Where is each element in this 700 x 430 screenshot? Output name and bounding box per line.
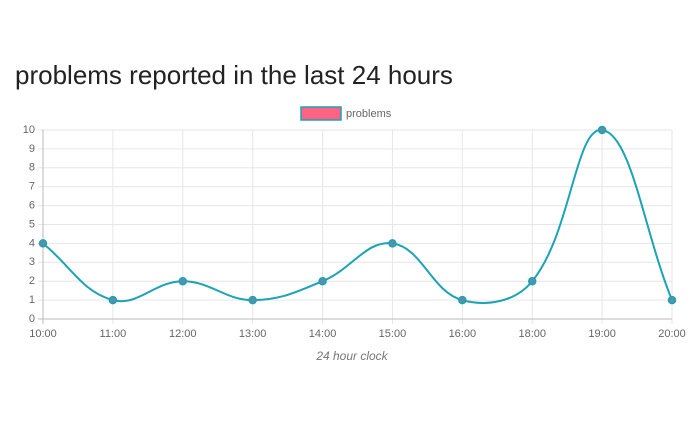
point bbox=[248, 295, 257, 305]
x-tick-label: 14:00 bbox=[309, 328, 337, 340]
x-axis-label: 24 hour clock bbox=[315, 349, 388, 363]
y-tick-label: 4 bbox=[29, 237, 35, 249]
point bbox=[527, 276, 537, 286]
x-tick-label: 12:00 bbox=[169, 328, 197, 340]
point bbox=[458, 295, 467, 305]
chart-title: problems reported in the last 24 hours bbox=[15, 60, 453, 90]
y-tick-label: 5 bbox=[29, 218, 35, 230]
y-tick-label: 3 bbox=[29, 256, 35, 268]
x-tick-label: 20:00 bbox=[658, 328, 686, 340]
line bbox=[42, 128, 673, 304]
x-tick-label: 11:00 bbox=[100, 328, 127, 340]
point bbox=[597, 125, 607, 135]
x-tick-label: 10:00 bbox=[29, 328, 57, 340]
point bbox=[178, 276, 188, 286]
y-tick-label: 6 bbox=[29, 200, 35, 212]
y-tick-label: 2 bbox=[29, 275, 35, 287]
y-tick-label: 9 bbox=[29, 143, 35, 155]
legend-label: problems bbox=[346, 108, 392, 120]
y-tick-label: 8 bbox=[29, 162, 35, 174]
point bbox=[388, 239, 397, 248]
y-tick-label: 10 bbox=[23, 124, 35, 136]
x-tick-label: 13:00 bbox=[239, 328, 267, 340]
point bbox=[318, 276, 327, 286]
point bbox=[108, 295, 118, 305]
legend-swatch bbox=[300, 106, 342, 121]
x-tick-label: 15:00 bbox=[379, 328, 407, 340]
point bbox=[38, 239, 48, 248]
y-tick-label: 7 bbox=[29, 181, 35, 193]
y-tick-label: 0 bbox=[29, 313, 35, 325]
point bbox=[667, 295, 677, 305]
y-tick-label: 1 bbox=[29, 294, 35, 306]
x-tick-label: 16:00 bbox=[449, 328, 477, 340]
x-tick-label: 18:00 bbox=[518, 328, 546, 340]
x-tick-label: 19:00 bbox=[588, 328, 616, 340]
